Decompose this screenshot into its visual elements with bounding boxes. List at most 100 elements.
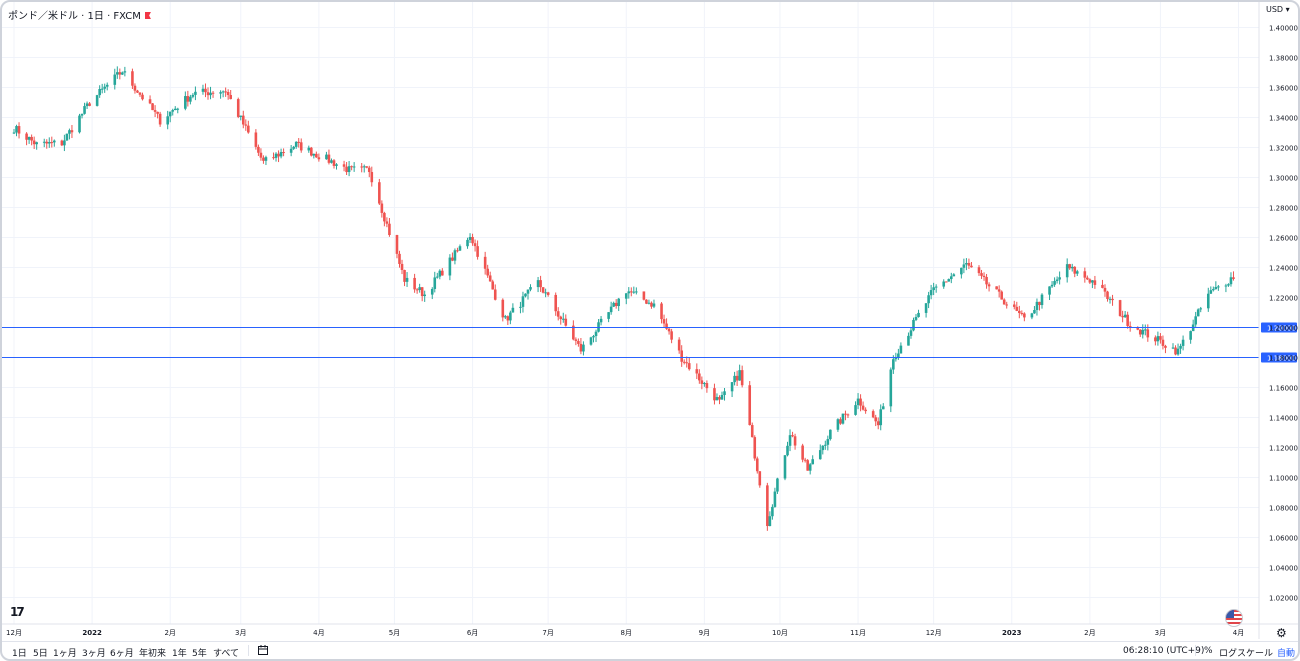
- candle-body: [635, 291, 638, 293]
- candlestick-chart[interactable]: 1.20000 1.18000 1.40000 1.38000 1.36000 1.34…: [2, 2, 1298, 639]
- candle-body: [1138, 329, 1142, 335]
- time-axis[interactable]: 12月 2022 2月 3月 4月 5月 6月 7月 8月 9月 10月 11月 12月 2023 2月 3月…: [2, 623, 1298, 637]
- candle-body: [771, 506, 774, 517]
- candle-body: [168, 111, 172, 117]
- candle-body: [826, 439, 830, 445]
- price-label-badge: [1261, 322, 1297, 333]
- candle-body: [592, 336, 595, 338]
- candle-body: [841, 413, 845, 424]
- candle-body: [758, 471, 762, 486]
- price-tick-label: 1.36000: [1269, 85, 1298, 93]
- candle-body: [45, 141, 49, 144]
- flag-icon: [144, 12, 151, 19]
- candle-body: [617, 298, 621, 307]
- candle-body: [173, 108, 177, 111]
- auto-scale-toggle[interactable]: 自動: [1277, 649, 1296, 659]
- gear-icon[interactable]: ⚙: [1276, 626, 1287, 640]
- price-tick-label: 1.28000: [1269, 205, 1298, 213]
- candle-body: [735, 375, 739, 381]
- candle-body: [299, 142, 303, 151]
- candle-body: [254, 132, 258, 147]
- bottom-toolbar: 1日 5日 1ヶ月 3ヶ月 6ヶ月 年初来 1年 5年 すべて 06:28:10…: [2, 641, 1298, 659]
- candle-body: [1161, 339, 1165, 346]
- price-tick-label: 1.14000: [1269, 415, 1298, 423]
- candle-body: [15, 126, 18, 133]
- clock-time[interactable]: 06:28:10 (UTC+9): [1123, 646, 1205, 656]
- candle-body: [1143, 329, 1147, 331]
- log-scale-toggle[interactable]: ログスケール: [1219, 649, 1274, 659]
- range-1d-button[interactable]: 1日: [12, 649, 27, 659]
- range-5d-button[interactable]: 5日: [33, 649, 48, 659]
- candle-body: [292, 146, 295, 149]
- candle-body: [189, 96, 192, 102]
- candle-body: [53, 140, 56, 143]
- candle-body: [924, 303, 928, 313]
- candle-body: [488, 275, 492, 282]
- range-ytd-button[interactable]: 年初来: [139, 649, 167, 659]
- candle-body: [493, 289, 497, 300]
- range-all-button[interactable]: すべて: [213, 649, 240, 659]
- candle-body: [985, 276, 988, 285]
- candle-body: [529, 287, 532, 290]
- candle-body: [1171, 347, 1175, 349]
- candle-body: [677, 339, 681, 351]
- calendar-range-icon[interactable]: [258, 645, 268, 655]
- candle-body: [330, 160, 333, 163]
- candle-body: [808, 464, 812, 471]
- range-3m-button[interactable]: 3ヶ月: [82, 649, 106, 659]
- time-tick-label: 3月: [1155, 629, 1166, 637]
- candle-body: [262, 157, 265, 161]
- candle-body: [977, 267, 981, 274]
- candle-body: [970, 265, 973, 268]
- candle-body: [1106, 291, 1109, 299]
- range-1y-button[interactable]: 1年: [172, 649, 187, 659]
- range-5y-button[interactable]: 5年: [192, 649, 207, 659]
- candle-body: [206, 92, 210, 96]
- candle-body: [836, 419, 840, 430]
- candle-body: [153, 110, 157, 112]
- candle-body: [400, 263, 404, 270]
- currency-selector[interactable]: USD ▾: [1266, 5, 1290, 14]
- candle-body: [1000, 291, 1003, 300]
- candle-body: [1174, 347, 1177, 355]
- candle-body: [141, 94, 144, 100]
- candle-body: [541, 287, 545, 293]
- candle-body: [312, 153, 316, 156]
- candle-body: [667, 328, 671, 332]
- candle-body: [768, 516, 772, 527]
- candle-body: [244, 124, 248, 126]
- symbol-legend[interactable]: ポンド／米ドル · 1日 · FXCM: [8, 7, 151, 22]
- candle-body: [365, 166, 369, 168]
- candle-body: [811, 459, 815, 465]
- candle-body: [894, 357, 898, 360]
- candle-body: [274, 153, 278, 158]
- candle-body: [116, 72, 119, 75]
- us-flag-icon[interactable]: [1225, 609, 1243, 627]
- candle-body: [932, 287, 935, 291]
- candle-body: [980, 273, 983, 276]
- candle-body: [607, 312, 610, 319]
- candle-body: [191, 94, 195, 97]
- candle-body: [1040, 294, 1044, 306]
- range-6m-button[interactable]: 6ヶ月: [110, 649, 134, 659]
- candle-body: [35, 142, 38, 145]
- candle-body: [42, 141, 46, 143]
- candle-body: [241, 115, 245, 125]
- candle-body: [335, 164, 338, 166]
- horizontal-lines[interactable]: 1.20000 1.18000: [2, 322, 1297, 363]
- candle-body: [942, 281, 946, 287]
- candle-body: [360, 166, 364, 168]
- price-tick-label: 1.16000: [1269, 385, 1298, 393]
- candle-body: [1093, 280, 1097, 285]
- percent-toggle[interactable]: %: [1204, 646, 1213, 656]
- candle-body: [342, 164, 346, 167]
- candle-body: [544, 292, 547, 294]
- candle-body: [1232, 277, 1235, 279]
- candle-body: [536, 280, 540, 288]
- candle-body: [577, 340, 580, 344]
- price-axis[interactable]: 1.40000 1.38000 1.36000 1.34000 1.32000 1.300…: [1258, 2, 1298, 639]
- tradingview-logo-icon[interactable]: 17: [10, 605, 25, 619]
- range-1m-button[interactable]: 1ヶ月: [53, 649, 77, 659]
- candle-body: [186, 96, 190, 102]
- candle-body: [1212, 289, 1215, 291]
